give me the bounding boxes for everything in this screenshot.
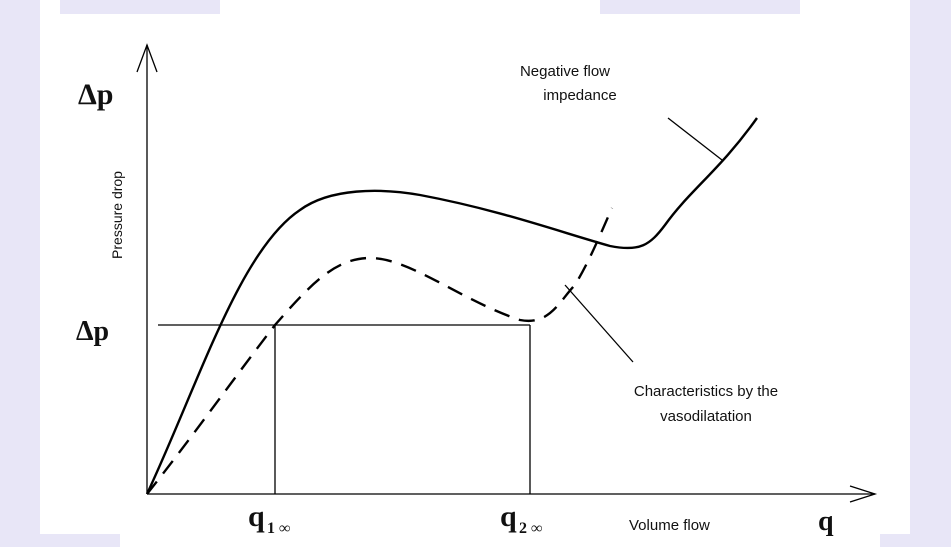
axes xyxy=(136,43,878,503)
normal-curve xyxy=(145,117,758,495)
y-axis-label: Pressure drop xyxy=(109,171,125,259)
annotation-line: Negative flow xyxy=(520,63,610,80)
panel xyxy=(40,14,910,534)
annotation-line: impedance xyxy=(543,87,616,104)
annotation-line: Characteristics by the xyxy=(634,383,778,400)
q1-symbol: q xyxy=(248,500,265,533)
level-label: Δp xyxy=(76,316,109,347)
x-axis-label: Volume flow xyxy=(629,517,710,534)
x-axis-symbol: q xyxy=(818,506,834,537)
q2-subscript: 2 ∞ xyxy=(519,520,542,537)
q1-subscript: 1 ∞ xyxy=(267,520,290,537)
annotation-line: vasodilatation xyxy=(660,408,752,425)
y-axis-symbol: Δp xyxy=(78,78,114,111)
q2-symbol: q xyxy=(500,500,517,533)
annotation-pointers xyxy=(564,117,723,363)
